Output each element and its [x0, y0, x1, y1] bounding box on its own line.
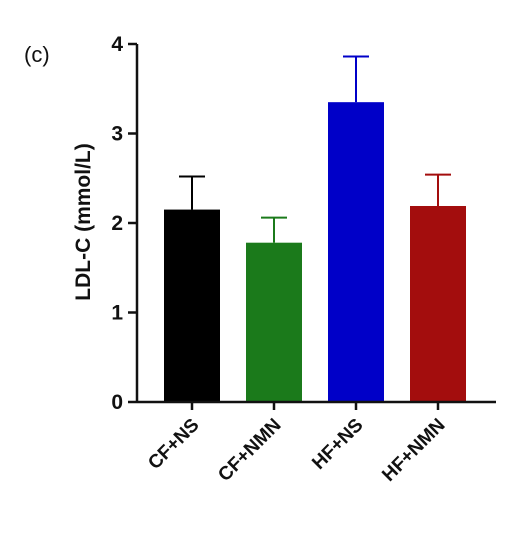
plot-area: CF+NS CF+NMN HF+NS HF+NMN 0 1 2 3 4: [111, 33, 496, 486]
bar-HF+NS: [328, 102, 384, 403]
x-tick-label-CF+NS: CF+NS: [144, 415, 203, 474]
bar-HF+NMN: [410, 205, 466, 402]
y-tick-label-2: 2: [111, 212, 123, 235]
x-tick-label-HF+NMN: HF+NMN: [378, 415, 449, 486]
y-tick-label-0: 0: [111, 391, 123, 414]
y-tick-label-3: 3: [111, 123, 123, 146]
panel-label: (c): [24, 42, 50, 67]
y-axis-title: LDL-C (mmol/L): [72, 143, 95, 300]
bar-CF+NS: [164, 209, 220, 402]
x-tick-label-CF+NMN: CF+NMN: [214, 415, 285, 486]
y-tick-label-1: 1: [111, 302, 123, 325]
x-tick-label-HF+NS: HF+NS: [308, 415, 367, 474]
bar-CF+NMN: [246, 242, 302, 402]
y-tick-label-4: 4: [111, 33, 123, 56]
